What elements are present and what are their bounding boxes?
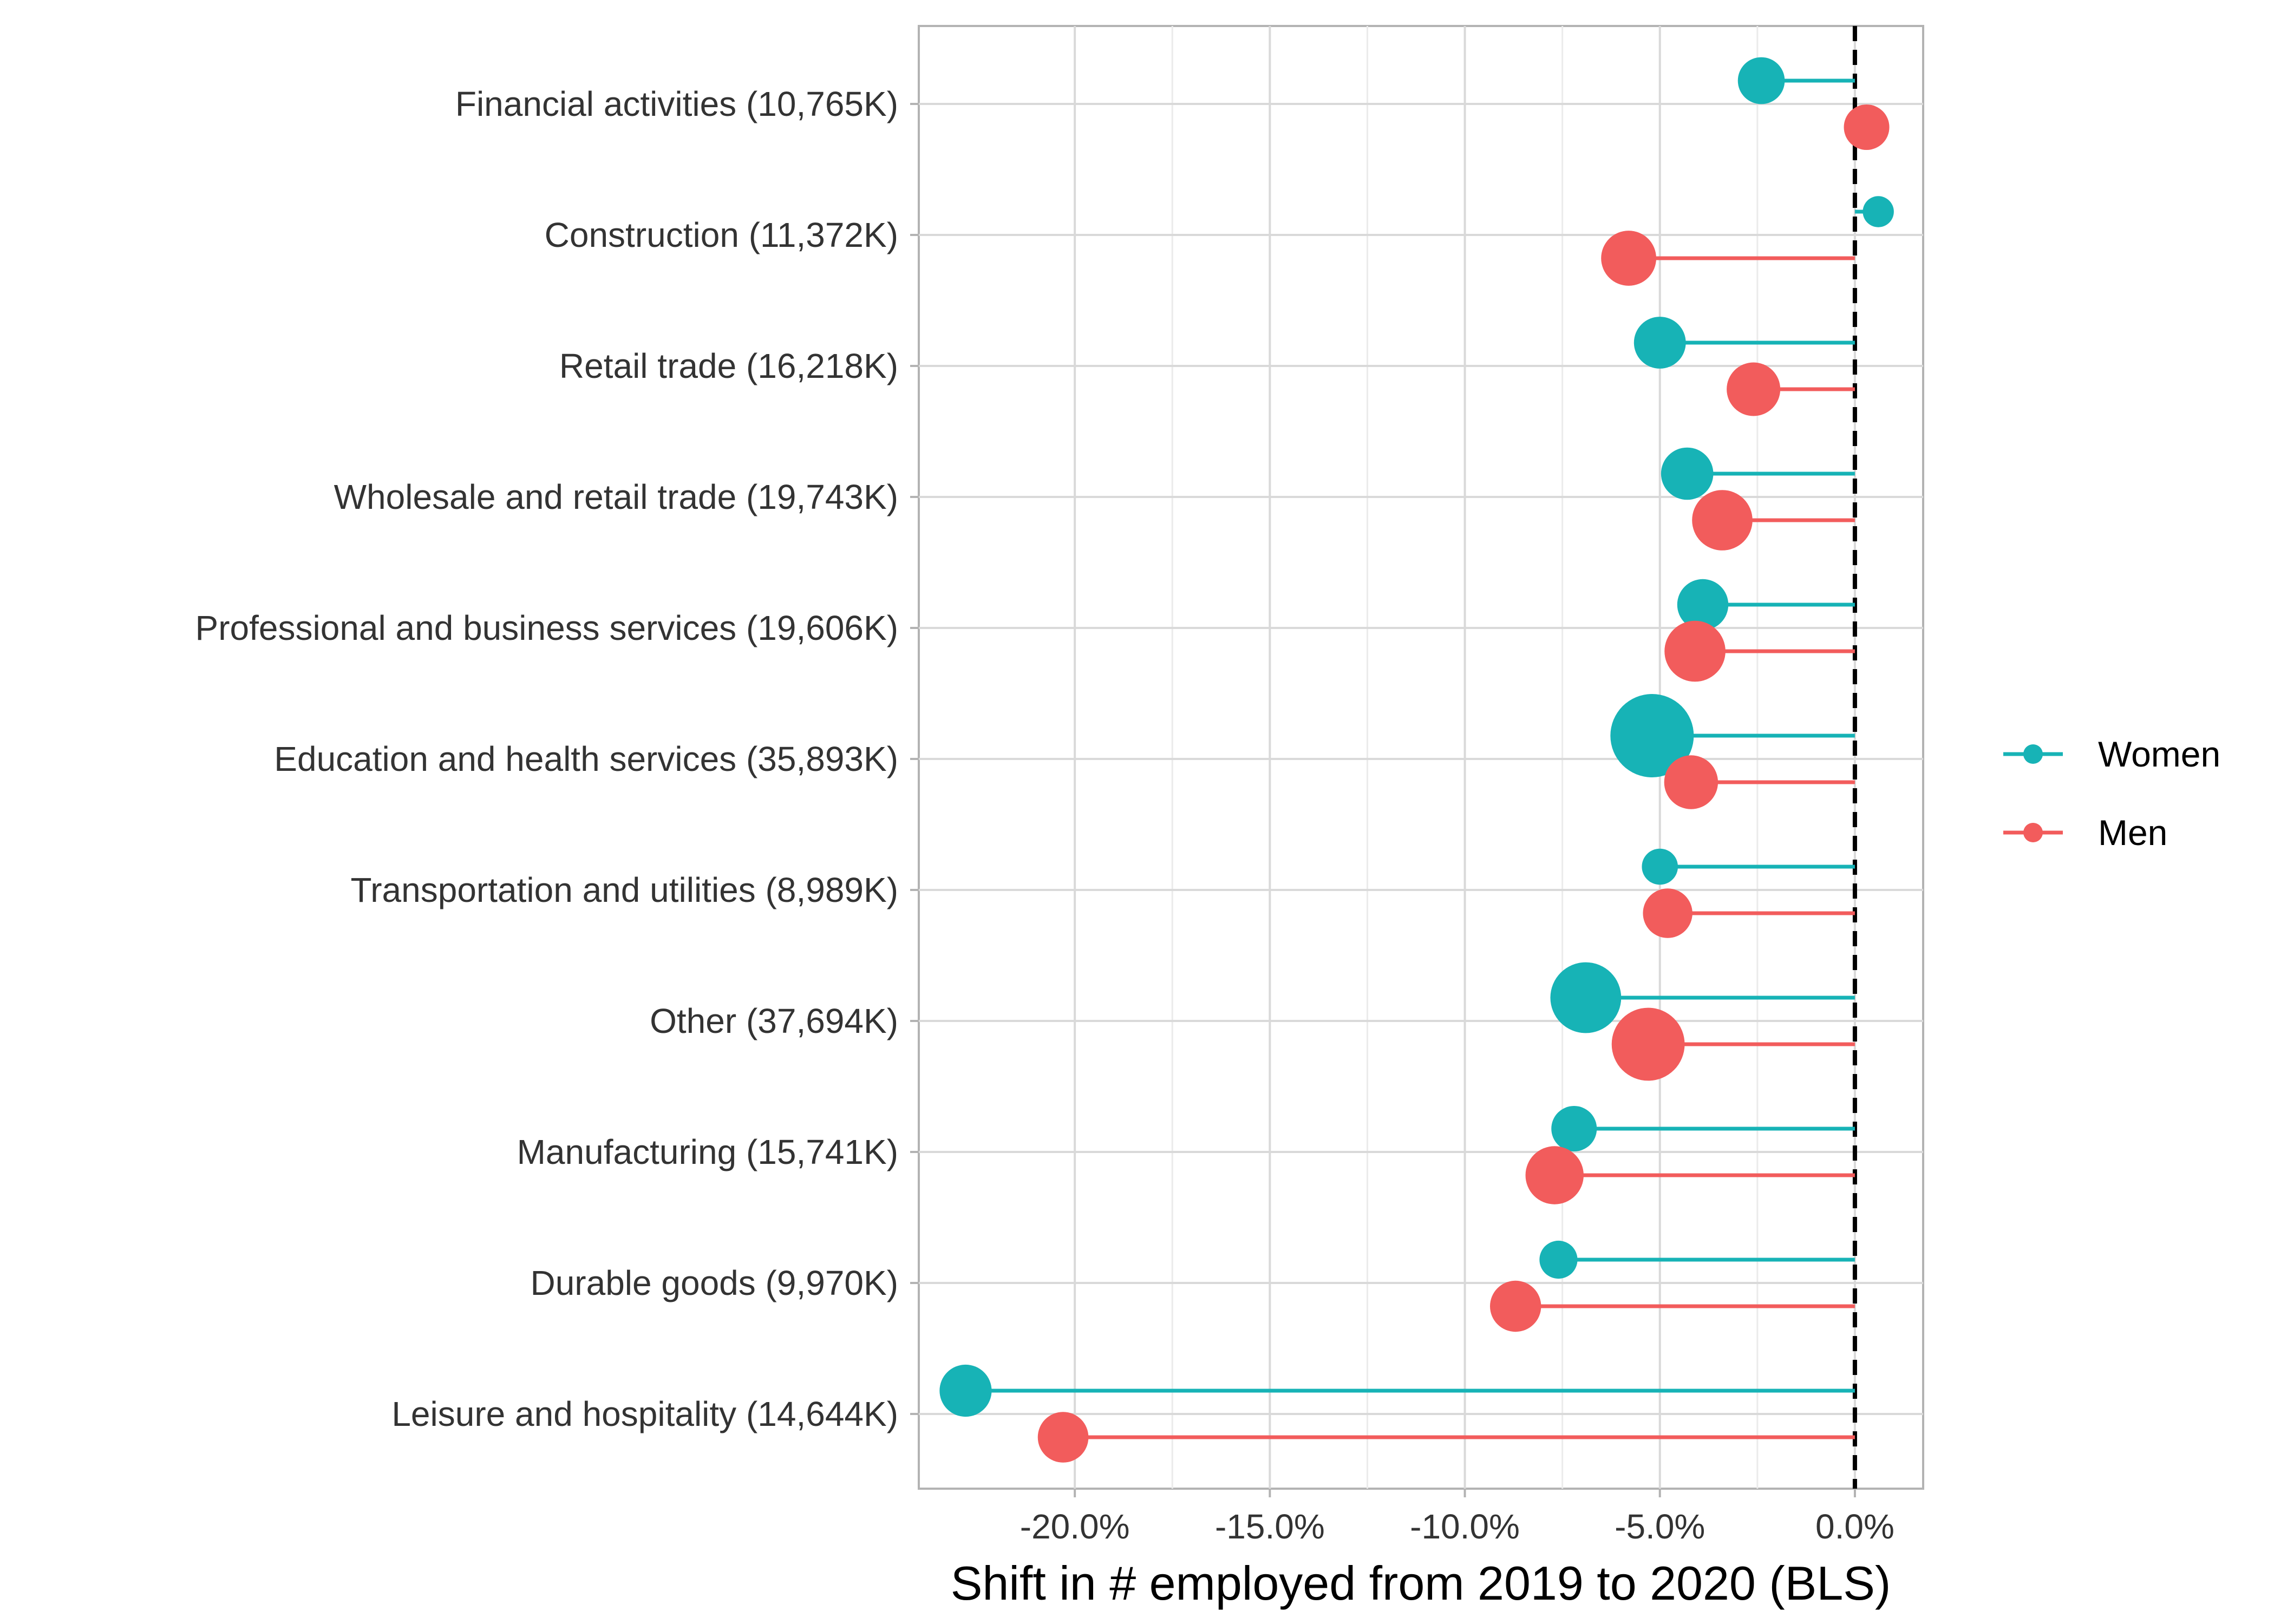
x-tick-label: -20.0% [1020,1507,1130,1546]
legend-item-women[interactable]: Women [2003,734,2220,774]
point-women[interactable] [1661,447,1714,500]
grid-lines [919,26,1923,1489]
x-axis-title: Shift in # employed from 2019 to 2020 (B… [951,1556,1891,1610]
y-tick-label: Durable goods (9,970K) [530,1263,898,1302]
point-women[interactable] [1677,579,1729,631]
point-women[interactable] [1642,848,1678,885]
y-tick-label: Professional and business services (19,6… [195,608,898,647]
point-women[interactable] [939,1364,992,1417]
y-tick-label: Manufacturing (15,741K) [517,1132,898,1171]
point-women[interactable] [1633,317,1686,369]
axis-labels: Financial activities (10,765K) Constructi… [195,84,1894,1546]
point-men[interactable] [1601,231,1657,286]
point-men[interactable] [1664,755,1718,809]
y-tick-label: Leisure and hospitality (14,644K) [391,1394,898,1433]
legend-key-women-dot [2023,744,2043,764]
legend-item-men[interactable]: Men [2003,813,2167,853]
point-men[interactable] [1611,1007,1685,1081]
point-men[interactable] [1037,1412,1089,1463]
point-women[interactable] [1550,962,1622,1033]
point-men[interactable] [1489,1280,1541,1332]
point-men[interactable] [1727,362,1781,416]
legend-label-women: Women [2098,734,2220,774]
x-tick-label: 0.0% [1815,1507,1894,1546]
y-tick-label: Other (37,694K) [650,1001,898,1040]
legend-key-men-dot [2023,823,2043,842]
x-tick-label: -10.0% [1410,1507,1520,1546]
y-tick-label: Construction (11,372K) [545,215,898,254]
legend: Women Men [2003,734,2220,853]
point-men[interactable] [1643,888,1693,938]
point-women[interactable] [1539,1240,1578,1279]
point-women[interactable] [1863,196,1894,227]
point-men[interactable] [1664,620,1726,682]
point-women[interactable] [1737,57,1785,104]
plot-panel [918,25,1924,1490]
point-men[interactable] [1525,1146,1584,1204]
point-women[interactable] [1610,694,1694,777]
point-men[interactable] [1844,104,1890,150]
point-men[interactable] [1692,490,1753,551]
point-women[interactable] [1551,1106,1597,1151]
legend-label-men: Men [2098,813,2167,853]
y-tick-label: Wholesale and retail trade (19,743K) [334,477,898,516]
x-tick-label: -15.0% [1215,1507,1325,1546]
y-tick-label: Transportation and utilities (8,989K) [351,870,899,909]
y-tick-label: Retail trade (16,218K) [559,346,898,385]
x-tick-label: -5.0% [1615,1507,1705,1546]
data-marks [939,57,1894,1463]
y-tick-label: Financial activities (10,765K) [455,84,898,123]
y-tick-label: Education and health services (35,893K) [274,739,898,778]
